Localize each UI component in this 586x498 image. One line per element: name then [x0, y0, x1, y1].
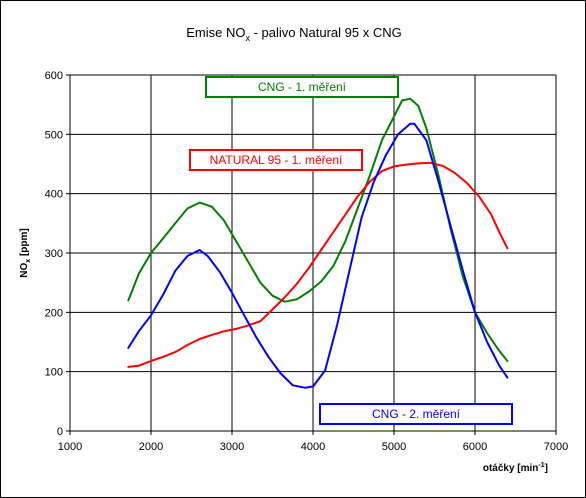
x-tick-label: 6000	[463, 441, 487, 453]
series-line-1	[127, 97, 509, 362]
x-tick-label: 7000	[544, 441, 568, 453]
annotation-label: CNG - 1. měření	[258, 80, 347, 94]
x-tick-label: 3000	[220, 441, 244, 453]
annotation-box-3: CNG - 2. měření	[319, 403, 513, 425]
annotation-border	[189, 149, 363, 171]
y-tick-label: 0	[57, 426, 63, 438]
x-tick-label: 4000	[301, 441, 325, 453]
y-tick-label: 100	[45, 367, 63, 379]
y-tick-label: 600	[45, 70, 63, 82]
chart-title: Emise NOx - palivo Natural 95 x CNG	[186, 25, 401, 43]
annotation-box-1: CNG - 1. měření	[205, 76, 399, 98]
annotation-label: NATURAL 95 - 1. měření	[210, 153, 343, 167]
x-tick-labels: 1000 2000 3000 4000 5000 6000 7000	[58, 441, 568, 453]
series-lines	[127, 97, 509, 389]
y-tick-label: 400	[45, 189, 63, 201]
y-tick-label: 500	[45, 129, 63, 141]
grid-lines	[66, 74, 557, 435]
y-tick-label: 200	[45, 307, 63, 319]
y-tick-labels: 0 100 200 300 400 500 600	[45, 70, 63, 438]
x-tick-label: 2000	[139, 441, 163, 453]
y-tick-label: 300	[45, 248, 63, 260]
annotation-border	[319, 403, 513, 425]
x-axis-label: otáčky [min-1]	[483, 462, 548, 474]
x-tick-label: 5000	[382, 441, 406, 453]
series-line-2	[127, 161, 509, 368]
annotation-label: CNG - 2. měření	[372, 407, 461, 421]
series-line-3	[127, 122, 509, 389]
x-tick-label: 1000	[58, 441, 82, 453]
annotation-border	[205, 76, 399, 98]
annotation-box-2: NATURAL 95 - 1. měření	[189, 149, 363, 171]
y-axis-label: NOx [ppm]	[19, 228, 32, 277]
series-annotations: CNG - 1. měření NATURAL 95 - 1. měření CNG…	[189, 76, 513, 425]
